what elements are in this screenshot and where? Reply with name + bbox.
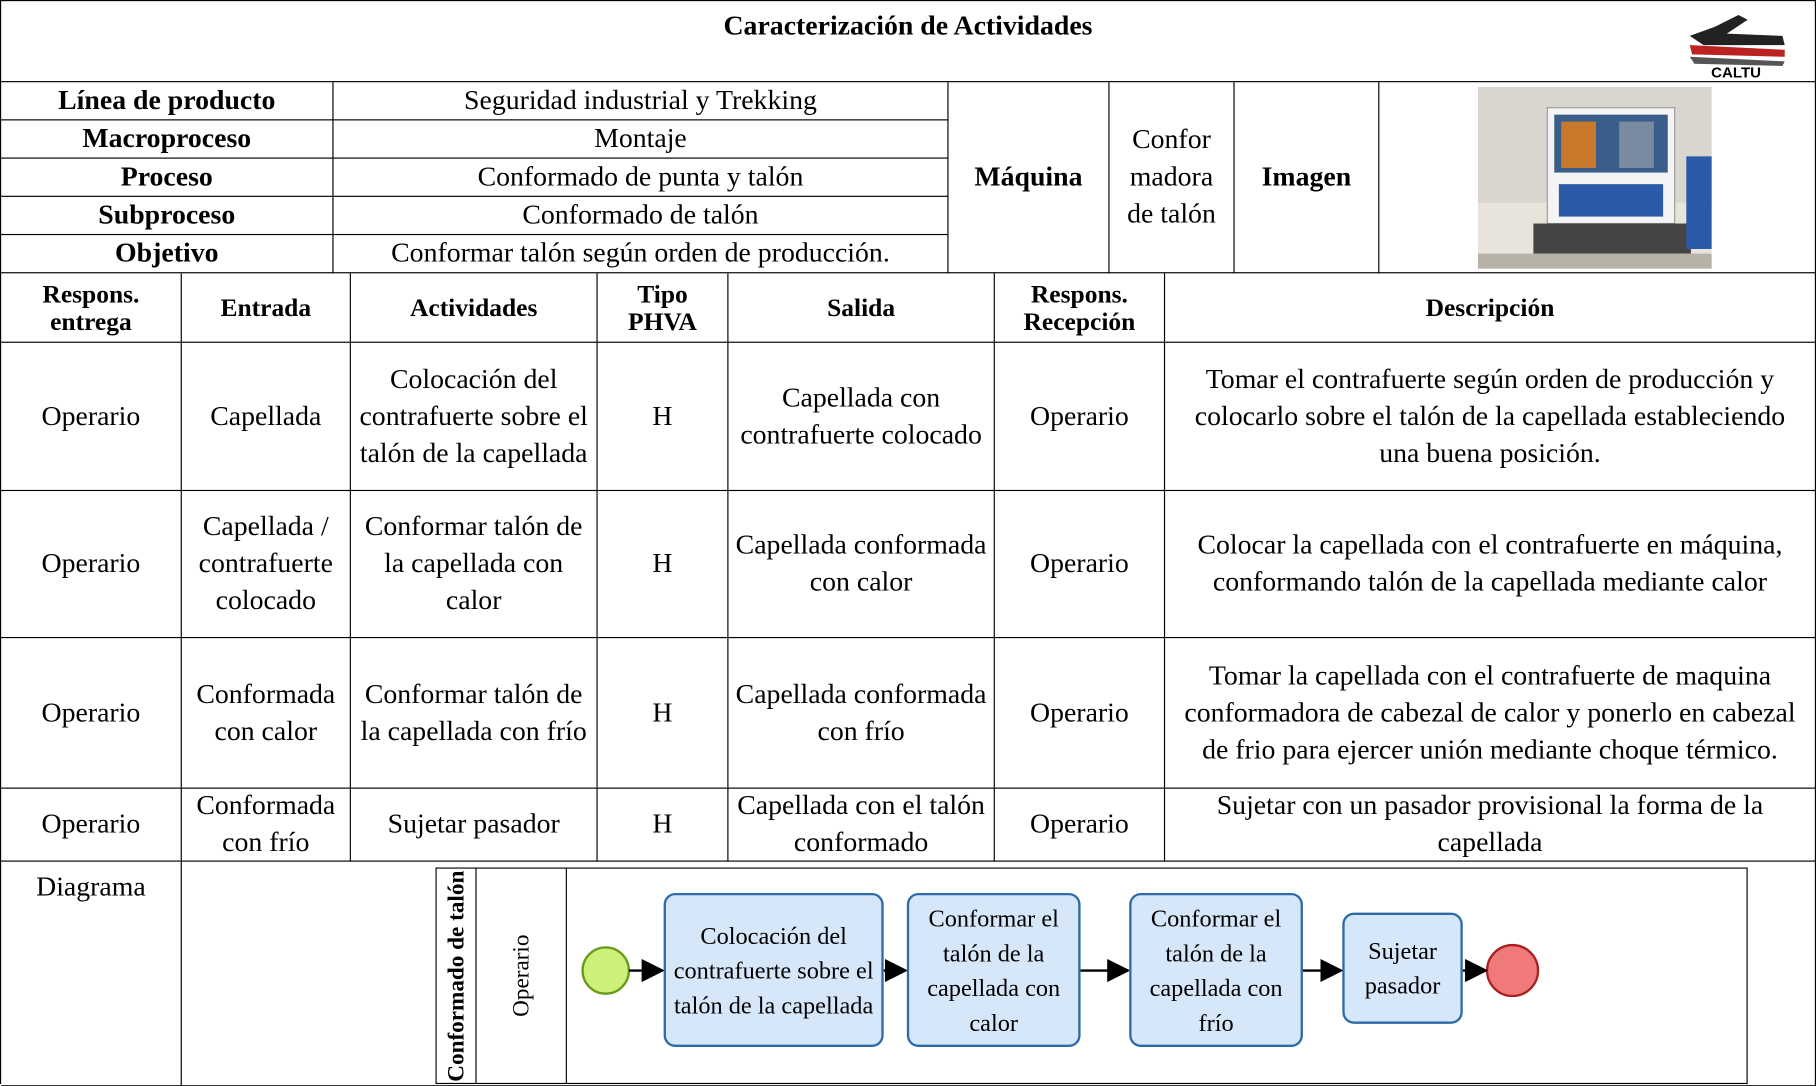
info-label: Objetivo	[1, 235, 334, 274]
table-cell: Capellada con el talón conformado	[728, 788, 995, 862]
logo: CALTU	[1689, 15, 1785, 80]
table-cell: Sujetar pasador	[350, 788, 598, 862]
table-cell: Operario	[1, 342, 182, 492]
info-value: Conformar talón según orden de producció…	[333, 235, 949, 274]
table-cell: Conformar talón de la capellada con frío	[350, 638, 598, 789]
column-header: Tipo PHVA	[597, 273, 729, 343]
pool-label: Conformado de talón	[443, 870, 470, 1082]
table-cell: Capellada conformada con frío	[728, 638, 995, 789]
column-header: Salida	[728, 273, 995, 343]
table-cell: Sujetar con un pasador provisional la fo…	[1165, 788, 1816, 862]
info-value: Conformado de punta y talón	[333, 158, 949, 197]
table-cell: Colocación del contrafuerte sobre el tal…	[350, 342, 598, 492]
table-cell: Operario	[994, 491, 1166, 639]
info-label: Subproceso	[1, 196, 334, 236]
diagram-label: Diagrama	[1, 861, 182, 1086]
info-label: Línea de producto	[1, 82, 334, 121]
column-header: Entrada	[181, 273, 351, 343]
table-cell: Conformada con calor	[181, 638, 351, 789]
logo-text: CALTU	[1711, 65, 1761, 80]
task: Sujetar pasador	[1342, 912, 1463, 1024]
table-cell: Operario	[994, 638, 1166, 789]
info-value: Conformado de talón	[333, 196, 949, 236]
machine-label: Máquina	[948, 82, 1110, 274]
table-cell: Operario	[994, 788, 1166, 862]
table-cell: Operario	[1, 638, 182, 789]
info-value: Seguridad industrial y Trekking	[333, 82, 949, 121]
image-label: Imagen	[1234, 82, 1380, 274]
table-cell: Capellada conformada con calor	[728, 491, 995, 639]
info-label: Proceso	[1, 158, 334, 197]
table-cell: H	[597, 788, 729, 862]
task: Colocación del contrafuerte sobre el tal…	[663, 892, 884, 1047]
table-cell: Tomar el contrafuerte según orden de pro…	[1165, 342, 1816, 492]
table-cell: Capellada / contrafuerte colocado	[181, 491, 351, 639]
column-header: Respons. entrega	[1, 273, 182, 343]
info-label: Macroproceso	[1, 120, 334, 159]
column-header: Respons. Recepción	[994, 273, 1166, 343]
machine-name: Conformadora de talón	[1109, 82, 1235, 274]
column-header: Actividades	[350, 273, 598, 343]
image-cell	[1379, 82, 1816, 274]
table-cell: Capellada	[181, 342, 351, 492]
table-cell: Capellada con contrafuerte colocado	[728, 342, 995, 492]
table-cell: Colocar la capellada con el contrafuerte…	[1165, 491, 1816, 639]
table-cell: H	[597, 342, 729, 492]
lane-label: Operario	[509, 934, 535, 1017]
table-cell: Tomar la capellada con el contrafuerte d…	[1165, 638, 1816, 789]
machine-photo	[1477, 86, 1712, 269]
table-cell: Conformar talón de la capellada con calo…	[350, 491, 598, 639]
title: Caracterización de Actividades	[1, 1, 1816, 83]
table-cell: Operario	[1, 788, 182, 862]
diagram-canvas	[435, 867, 1748, 1085]
task: Conformar el talón de la capellada con f…	[1129, 892, 1303, 1047]
table-cell: H	[597, 638, 729, 789]
table-cell: Operario	[1, 491, 182, 639]
table-cell: Operario	[994, 342, 1166, 492]
table-cell: H	[597, 491, 729, 639]
table-cell: Conformada con frío	[181, 788, 351, 862]
task: Conformar el talón de la capellada con c…	[906, 892, 1081, 1047]
column-header: Descripción	[1165, 273, 1816, 343]
info-value: Montaje	[333, 120, 949, 159]
